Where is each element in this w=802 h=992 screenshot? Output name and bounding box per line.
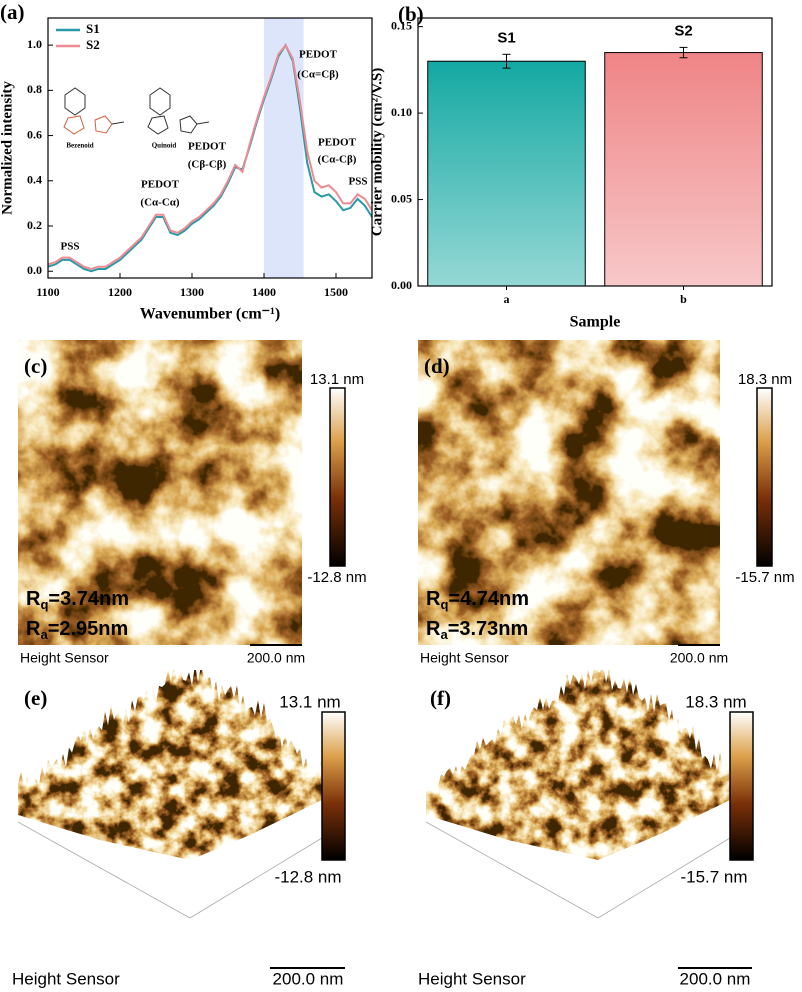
annotation: (Cα=Cβ): [297, 69, 339, 81]
x-tick-label: b: [680, 292, 687, 306]
sensor-label: Height Sensor: [420, 650, 509, 666]
roughness: Ra=3.73nm: [426, 618, 528, 642]
scale-max: 18.3 nm: [685, 692, 746, 711]
roughness-value: =2.95nm: [48, 618, 129, 640]
legend-label: S2: [86, 37, 100, 52]
afm-surface: [18, 670, 322, 860]
annotation: PEDOT: [299, 49, 338, 61]
y-tick-label: 0.4: [27, 173, 42, 187]
roughness-value: =3.74nm: [48, 588, 129, 610]
roughness-symbol: R: [26, 618, 41, 640]
annotation: PSS: [61, 241, 80, 253]
scale-max: 13.1 nm: [279, 692, 340, 711]
scale-min: -15.7 nm: [735, 569, 794, 586]
y-axis-label: Carrier mobility (cm²/V.S): [369, 68, 385, 237]
scale-bar-label: 200.0 nm: [680, 969, 751, 988]
panel-label: (b): [398, 2, 424, 26]
base-axis: [425, 821, 731, 919]
y-tick-label: 0.8: [27, 82, 42, 96]
roughness-symbol: R: [426, 618, 441, 640]
scale-min: -15.7 nm: [680, 867, 747, 886]
roughness-value: =3.73nm: [448, 618, 529, 640]
y-axis-label: Normalized intensity: [0, 81, 15, 215]
scale-max: 18.3 nm: [738, 371, 792, 388]
series-line: [47, 43, 373, 271]
roughness-symbol: R: [26, 588, 41, 610]
annotation: (Cα-Cα): [140, 197, 179, 209]
roughness-subscript: q: [40, 597, 48, 612]
bar: [427, 60, 586, 287]
x-axis-label: Sample: [570, 314, 621, 331]
roughness-value: =4.74nm: [448, 588, 529, 610]
roughness: Rq=3.74nm: [26, 588, 129, 612]
bar: [604, 52, 763, 287]
y-tick-label: 0.15: [391, 18, 412, 32]
y-tick-label: 0.10: [391, 105, 412, 119]
color-scale: [321, 711, 346, 861]
sensor-label: Height Sensor: [418, 969, 526, 988]
roughness-subscript: a: [40, 627, 48, 642]
y-tick-label: 0.05: [391, 191, 412, 205]
y-tick-label: 0.0: [27, 263, 42, 277]
y-tick-label: 0.00: [391, 278, 412, 292]
y-tick-label: 1.0: [27, 37, 42, 51]
roughness-symbol: R: [426, 588, 441, 610]
y-tick-label: 0.6: [27, 127, 42, 141]
scale-bar-label: 200.0 nm: [247, 650, 305, 666]
structure-label: Bezenoid: [66, 142, 93, 150]
roughness-subscript: q: [440, 597, 448, 612]
panel-label: (d): [424, 354, 450, 378]
y-tick-label: 0.2: [27, 218, 42, 232]
plot-frame: [417, 17, 773, 287]
roughness-subscript: a: [440, 627, 448, 642]
x-tick-label: 1400: [252, 285, 276, 299]
sensor-label: Height Sensor: [20, 650, 109, 666]
panel-label: (e): [24, 686, 47, 710]
legend-label: S1: [86, 21, 100, 36]
annotation: PSS: [349, 176, 368, 188]
scale-bar-label: 200.0 nm: [670, 650, 728, 666]
plot-frame: [47, 17, 373, 279]
scale-bar-label: 200.0 nm: [273, 969, 344, 988]
annotation: PEDOT: [318, 137, 357, 149]
panel-label: (a): [0, 0, 25, 24]
shaded-region: [264, 18, 304, 278]
bar-label: S2: [674, 22, 692, 39]
x-tick-label: 1100: [36, 285, 59, 299]
scale-min: -12.8 nm: [307, 569, 366, 586]
x-tick-label: 1200: [108, 285, 132, 299]
annotation: (Cα-Cβ): [318, 154, 357, 166]
base-axis: [17, 821, 323, 919]
panel-label: (f): [430, 686, 451, 710]
x-tick-label: 1500: [324, 285, 348, 299]
afm-image: [18, 340, 302, 645]
series-line: [47, 43, 373, 273]
x-axis-label: Wavenumber (cm⁻¹): [140, 306, 280, 323]
roughness: Rq=4.74nm: [426, 588, 529, 612]
scale-min: -12.8 nm: [274, 867, 341, 886]
molecule-sketch: [63, 87, 210, 135]
structure-label: Quinoid: [152, 142, 177, 150]
annotation: PEDOT: [141, 179, 180, 191]
afm-image: [418, 340, 720, 645]
annotation: (Cβ-Cβ): [188, 159, 227, 171]
x-tick-label: 1300: [180, 285, 204, 299]
color-scale: [329, 387, 346, 567]
color-scale: [729, 711, 754, 861]
x-tick-label: a: [504, 292, 510, 306]
scale-max: 13.1 nm: [310, 371, 364, 388]
color-scale: [756, 387, 773, 567]
sensor-label: Height Sensor: [12, 969, 120, 988]
panel-label: (c): [24, 354, 47, 378]
bar-label: S1: [497, 29, 515, 46]
annotation: PEDOT: [188, 141, 227, 153]
roughness: Ra=2.95nm: [26, 618, 128, 642]
